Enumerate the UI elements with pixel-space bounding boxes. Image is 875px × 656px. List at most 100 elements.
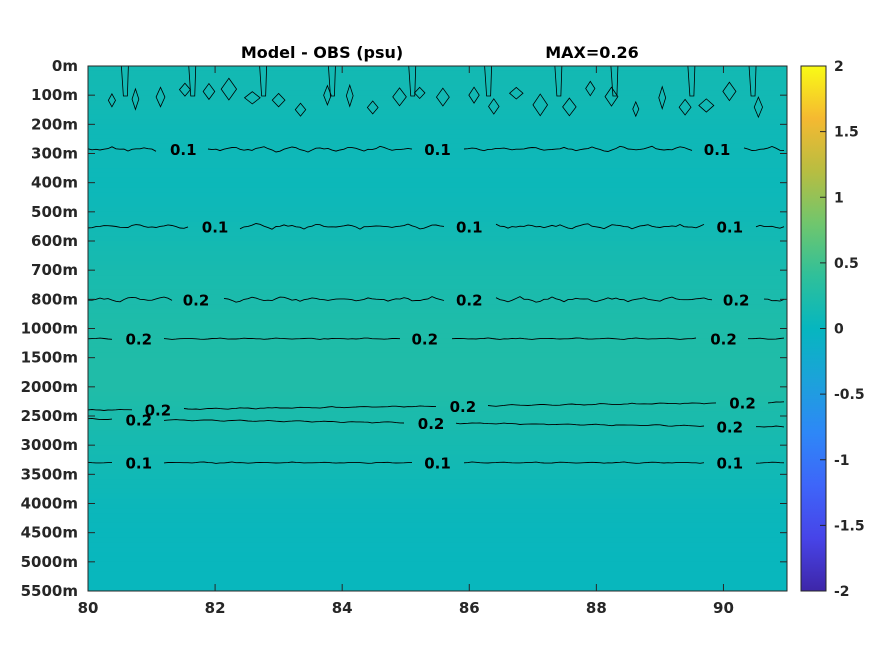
- y-tick-label: 5500m: [21, 582, 78, 600]
- contour-labels: 0.1 0.1 0.10.1 0.1 0.10.2 0.2 0.20.2 0.2 0.20.2 0…: [126, 141, 756, 473]
- heatmap-cell: [88, 158, 787, 164]
- heatmap-cell: [88, 90, 787, 96]
- contour-level-label: 0.1: [170, 141, 197, 159]
- heatmap-cell: [88, 552, 787, 558]
- x-tick-label: 88: [586, 599, 607, 617]
- colorbar-axis: 2 1.5 1 0.5 0 -0.5 -1 -1.5 -2: [820, 59, 865, 600]
- y-tick-label: 300m: [31, 145, 78, 163]
- colorbar-tick-label: -2: [834, 584, 850, 600]
- heatmap-cell: [88, 367, 787, 373]
- heatmap-cell: [88, 275, 787, 281]
- y-tick-label: 4500m: [21, 524, 78, 542]
- contour-level-label: 0.2: [145, 401, 172, 419]
- colorbar-tick-label: 1.5: [834, 125, 859, 141]
- contour-level-label: 0.2: [450, 398, 477, 416]
- heatmap-cell: [88, 479, 787, 485]
- heatmap-cell: [88, 255, 787, 262]
- surface-contour-blob: [202, 82, 216, 101]
- contour-line: [88, 223, 785, 230]
- heatmap-cell: [88, 236, 787, 242]
- contour-level-label: 0.1: [202, 218, 229, 236]
- heatmap-cell: [88, 566, 787, 573]
- surface-contour-blob: [413, 86, 426, 100]
- heatmap-cell: [88, 547, 787, 553]
- y-axis: 0m 100m 200m 300m 400m 500m 600m 700m 800m 1000m 1…: [21, 57, 787, 600]
- heatmap-cell: [88, 80, 787, 87]
- colorbar-tick-label: 0.5: [834, 256, 859, 272]
- heatmap-cell: [88, 445, 787, 451]
- y-tick-label: 2000m: [21, 378, 78, 396]
- y-tick-label: 5000m: [21, 553, 78, 571]
- surface-contour-blob: [345, 83, 354, 108]
- heatmap-cell: [88, 153, 787, 159]
- surface-contour-blob: [220, 77, 238, 101]
- heatmap-cell: [88, 66, 787, 72]
- heatmap-cell: [88, 391, 787, 398]
- heatmap-cell: [88, 328, 787, 334]
- heatmap-cell: [88, 279, 787, 286]
- y-tick-label: 400m: [31, 174, 78, 192]
- surface-contour-blob: [678, 98, 692, 116]
- contour-level-label: 0.2: [183, 291, 210, 309]
- surface-contour-blob: [722, 81, 737, 102]
- heatmap-cell: [88, 148, 787, 155]
- y-tick-label: 800m: [31, 290, 78, 308]
- heatmap-cell: [88, 70, 787, 77]
- heatmap-cell: [88, 527, 787, 534]
- heatmap-cell: [88, 493, 787, 500]
- surface-contour-blob: [392, 87, 407, 107]
- surface-contour-spike: [259, 66, 268, 97]
- surface-contour-blob: [468, 86, 480, 104]
- heatmap-field: [88, 66, 787, 591]
- surface-contour-blob: [508, 86, 524, 100]
- contour-level-label: 0.2: [710, 331, 737, 349]
- surface-contour-blob: [294, 102, 307, 117]
- y-tick-label: 4000m: [21, 495, 78, 513]
- heatmap-cell: [88, 435, 787, 441]
- surface-contour-noise: [107, 66, 763, 119]
- heatmap-cell: [88, 211, 787, 218]
- heatmap-cell: [88, 343, 787, 349]
- heatmap-cell: [88, 542, 787, 548]
- contour-level-label: 0.2: [418, 415, 445, 433]
- contour-level-label: 0.2: [456, 291, 483, 309]
- heatmap-cell: [88, 464, 787, 471]
- contour-level-label: 0.2: [723, 291, 750, 309]
- heatmap-cell: [88, 333, 787, 339]
- heatmap-cell: [88, 114, 787, 121]
- surface-contour-spike: [687, 66, 696, 97]
- heatmap-cell: [88, 513, 787, 519]
- heatmap-cell: [88, 304, 787, 310]
- colorbar-tick-label: -1: [834, 453, 850, 469]
- heatmap-cell: [88, 581, 787, 587]
- heatmap-cell: [88, 377, 787, 383]
- surface-contour-blob: [604, 86, 619, 107]
- heatmap-cell: [88, 197, 787, 203]
- heatmap-cell: [88, 338, 787, 344]
- heatmap-cell: [88, 192, 787, 198]
- heatmap-cell: [88, 396, 787, 403]
- heatmap-cell: [88, 503, 787, 509]
- heatmap-cell: [88, 221, 787, 228]
- heatmap-cell: [88, 250, 787, 257]
- heatmap-cell: [88, 313, 787, 320]
- x-tick-label: 82: [205, 599, 226, 617]
- heatmap-cell: [88, 318, 787, 325]
- surface-contour-blob: [271, 92, 286, 108]
- contour-level-label: 0.2: [412, 331, 439, 349]
- heatmap-cell: [88, 100, 787, 106]
- x-tick-label: 84: [332, 599, 353, 617]
- heatmap-cell: [88, 231, 787, 237]
- heatmap-cell: [88, 206, 787, 213]
- colorbar-tick-label: 2: [834, 59, 844, 75]
- surface-contour-blob: [585, 80, 596, 97]
- contour-level-label: 0.2: [729, 395, 756, 413]
- y-tick-label: 600m: [31, 232, 78, 250]
- y-tick-label: 700m: [31, 261, 78, 279]
- surface-contour-spike: [748, 66, 757, 97]
- surface-contour-spike: [484, 66, 493, 97]
- contour-level-label: 0.1: [126, 455, 153, 473]
- heatmap-cell: [88, 119, 787, 125]
- heatmap-cell: [88, 498, 787, 505]
- colorbar-tick-label: 0: [834, 322, 844, 338]
